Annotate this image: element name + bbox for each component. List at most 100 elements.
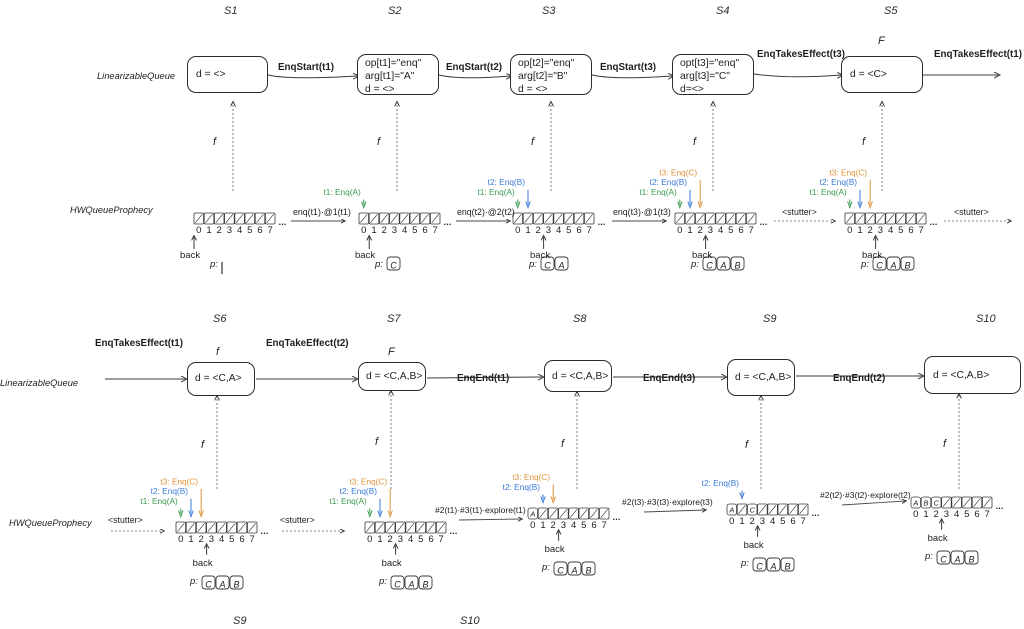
svg-text:A: A — [769, 562, 776, 572]
svg-text:7: 7 — [801, 516, 806, 527]
svg-text:A: A — [570, 566, 577, 576]
svg-text:0: 0 — [530, 520, 535, 531]
svg-text:0: 0 — [178, 534, 183, 545]
svg-text:2: 2 — [388, 534, 393, 545]
svg-text:t3: Enq(C): t3: Enq(C) — [512, 472, 550, 482]
svg-text:1: 1 — [206, 225, 211, 236]
svg-text:4: 4 — [402, 225, 407, 236]
svg-text:t3: Enq(C): t3: Enq(C) — [160, 476, 198, 486]
svg-text:3: 3 — [209, 534, 214, 545]
svg-text:3: 3 — [760, 516, 765, 527]
svg-text:A: A — [529, 510, 535, 519]
svg-text:t1: Enq(A): t1: Enq(A) — [477, 187, 515, 197]
svg-text:t1: Enq(A): t1: Enq(A) — [140, 496, 178, 506]
svg-text:3: 3 — [708, 225, 713, 236]
svg-text:t3: Enq(C): t3: Enq(C) — [829, 167, 867, 177]
svg-text:6: 6 — [908, 225, 913, 236]
svg-text:2: 2 — [217, 225, 222, 236]
svg-text:2: 2 — [868, 225, 873, 236]
svg-text:3: 3 — [546, 225, 551, 236]
svg-text:0: 0 — [367, 534, 372, 545]
svg-text:C: C — [750, 506, 756, 515]
svg-text:4: 4 — [718, 225, 723, 236]
svg-text:4: 4 — [888, 225, 893, 236]
svg-text:B: B — [233, 580, 239, 590]
svg-text:6: 6 — [422, 225, 427, 236]
svg-text:t2: Enq(B): t2: Enq(B) — [151, 486, 189, 496]
svg-text:5: 5 — [728, 225, 733, 236]
svg-text:t2: Enq(B): t2: Enq(B) — [820, 177, 858, 187]
svg-text:2: 2 — [934, 509, 939, 520]
svg-text:5: 5 — [898, 225, 903, 236]
svg-text:2: 2 — [536, 225, 541, 236]
svg-text:7: 7 — [602, 520, 607, 531]
svg-text:6: 6 — [576, 225, 581, 236]
svg-text:B: B — [422, 580, 428, 590]
svg-text:6: 6 — [790, 516, 795, 527]
svg-text:0: 0 — [677, 225, 682, 236]
svg-text:0: 0 — [196, 225, 201, 236]
svg-text:4: 4 — [237, 225, 242, 236]
svg-text:C: C — [394, 580, 401, 590]
svg-text:6: 6 — [974, 509, 979, 520]
svg-text:3: 3 — [878, 225, 883, 236]
svg-text:0: 0 — [729, 516, 734, 527]
svg-text:4: 4 — [408, 534, 413, 545]
svg-text:1: 1 — [739, 516, 744, 527]
svg-text:B: B — [924, 499, 929, 508]
svg-text:7: 7 — [749, 225, 754, 236]
svg-text:1: 1 — [687, 225, 692, 236]
svg-text:7: 7 — [439, 534, 444, 545]
svg-text:6: 6 — [257, 225, 262, 236]
svg-text:2: 2 — [750, 516, 755, 527]
svg-text:5: 5 — [581, 520, 586, 531]
svg-text:t2: Enq(B): t2: Enq(B) — [340, 486, 378, 496]
svg-text:5: 5 — [566, 225, 571, 236]
svg-text:A: A — [557, 261, 564, 271]
svg-text:2: 2 — [382, 225, 387, 236]
svg-text:C: C — [756, 562, 763, 572]
svg-text:2: 2 — [199, 534, 204, 545]
svg-text:1: 1 — [371, 225, 376, 236]
svg-text:B: B — [734, 261, 740, 271]
svg-text:C: C — [934, 499, 940, 508]
svg-text:0: 0 — [515, 225, 520, 236]
svg-text:1: 1 — [188, 534, 193, 545]
svg-text:C: C — [557, 566, 564, 576]
svg-text:5: 5 — [229, 534, 234, 545]
svg-text:4: 4 — [571, 520, 576, 531]
svg-text:6: 6 — [738, 225, 743, 236]
svg-text:4: 4 — [770, 516, 775, 527]
svg-text:t1: Enq(A): t1: Enq(A) — [809, 187, 847, 197]
svg-text:5: 5 — [780, 516, 785, 527]
svg-text:0: 0 — [361, 225, 366, 236]
svg-text:5: 5 — [418, 534, 423, 545]
svg-text:1: 1 — [540, 520, 545, 531]
svg-text:1: 1 — [525, 225, 530, 236]
svg-text:A: A — [912, 499, 918, 508]
svg-text:0: 0 — [847, 225, 852, 236]
svg-text:B: B — [968, 555, 974, 565]
svg-text:A: A — [953, 555, 960, 565]
svg-text:5: 5 — [964, 509, 969, 520]
svg-text:3: 3 — [561, 520, 566, 531]
svg-text:7: 7 — [250, 534, 255, 545]
svg-text:A: A — [218, 580, 225, 590]
svg-text:2: 2 — [551, 520, 556, 531]
svg-text:4: 4 — [954, 509, 959, 520]
svg-text:t2: Enq(B): t2: Enq(B) — [488, 177, 526, 187]
svg-text:7: 7 — [268, 225, 273, 236]
svg-text:t3: Enq(C): t3: Enq(C) — [349, 476, 387, 486]
svg-text:2: 2 — [698, 225, 703, 236]
svg-text:6: 6 — [591, 520, 596, 531]
svg-text:A: A — [719, 261, 726, 271]
svg-text:t1: Enq(A): t1: Enq(A) — [323, 187, 361, 197]
svg-text:t2: Enq(B): t2: Enq(B) — [650, 177, 688, 187]
svg-text:t1: Enq(A): t1: Enq(A) — [329, 496, 367, 506]
svg-text:B: B — [784, 562, 790, 572]
svg-text:0: 0 — [913, 509, 918, 520]
svg-text:3: 3 — [944, 509, 949, 520]
svg-text:t2: Enq(B): t2: Enq(B) — [702, 478, 740, 488]
svg-text:6: 6 — [239, 534, 244, 545]
svg-text:A: A — [889, 261, 896, 271]
